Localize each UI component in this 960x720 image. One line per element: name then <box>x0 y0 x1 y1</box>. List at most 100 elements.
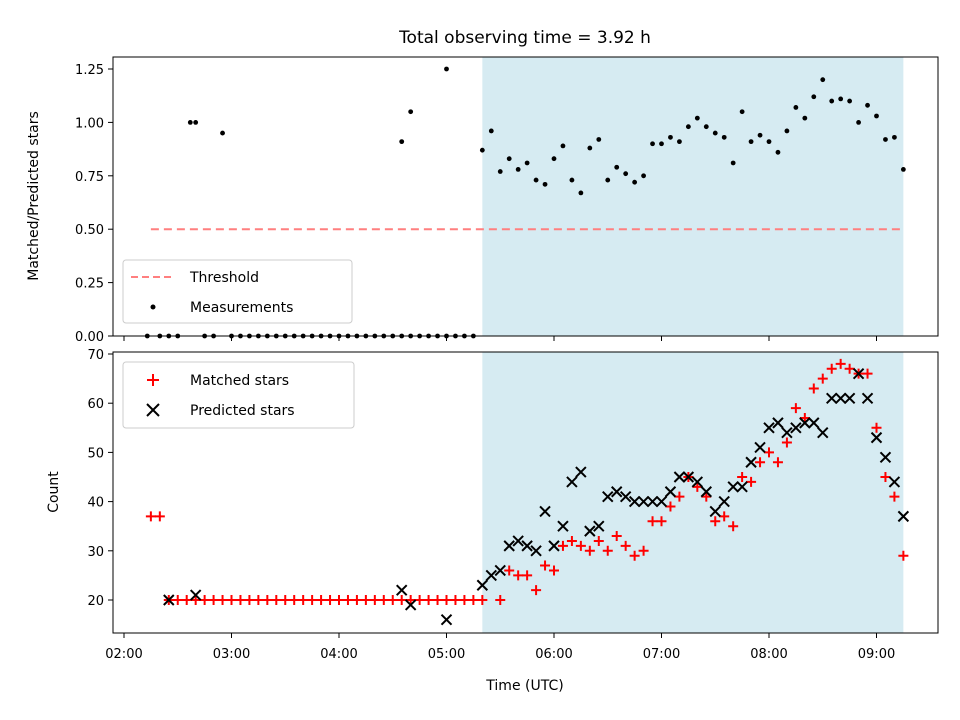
measurement-point <box>533 177 539 183</box>
matched-point <box>271 595 282 605</box>
predicted-point <box>790 422 802 434</box>
y-tick-label: 40 <box>87 496 104 511</box>
predicted-point <box>691 476 704 488</box>
y-tick-label: 0.00 <box>75 330 104 345</box>
predicted-point <box>655 495 668 508</box>
predicted-point <box>763 422 775 434</box>
predicted-point <box>852 367 865 380</box>
matched-point <box>280 595 291 605</box>
predicted-point <box>646 495 659 508</box>
measurement-point <box>187 120 193 125</box>
matched-point <box>531 585 542 596</box>
measurement-point <box>650 141 655 147</box>
matched-point <box>540 560 551 571</box>
measurement-point <box>497 169 503 174</box>
y-tick-label: 0.25 <box>75 277 104 292</box>
predicted-point <box>709 505 721 518</box>
matched-point <box>566 535 577 546</box>
matched-point <box>495 595 506 605</box>
matched-point <box>423 595 434 605</box>
measurement-point <box>748 139 754 145</box>
measurement-point <box>685 124 691 130</box>
predicted-point <box>754 441 766 454</box>
predicted-point <box>745 456 757 468</box>
predicted-point <box>772 417 784 429</box>
matched-point <box>764 447 774 458</box>
x-tick-label: 07:00 <box>643 647 680 662</box>
measurement-point <box>488 128 494 134</box>
x-tick-label: 03:00 <box>213 647 250 662</box>
matched-point <box>898 550 909 561</box>
matched-point <box>880 472 891 482</box>
measurement-point <box>632 179 638 185</box>
measurement-point <box>802 115 808 121</box>
y-tick-label: 0.50 <box>75 223 104 238</box>
predicted-point <box>834 392 847 404</box>
matched-point <box>262 595 273 605</box>
predicted-point <box>396 584 408 596</box>
measurement-point <box>829 98 835 104</box>
predicted-point <box>619 490 632 503</box>
measurement-point <box>614 164 620 170</box>
measurement-point <box>515 166 521 172</box>
matched-point <box>289 595 300 605</box>
measurement-point <box>784 128 790 134</box>
measurement-point <box>766 139 772 145</box>
matched-point <box>701 491 712 502</box>
predicted-point <box>817 427 829 439</box>
predicted-point <box>503 540 515 552</box>
predicted-point <box>718 495 730 508</box>
matched-point <box>334 595 344 605</box>
measurement-point <box>444 66 449 72</box>
matched-point <box>799 412 810 423</box>
matched-point <box>432 595 443 605</box>
matched-point <box>459 595 470 605</box>
matched-point <box>450 595 461 605</box>
matched-point <box>235 595 246 605</box>
predicted-point <box>781 427 793 439</box>
matched-point <box>611 531 622 542</box>
measurement-point <box>721 134 727 140</box>
measurement-point <box>900 166 906 172</box>
predicted-point <box>557 520 569 532</box>
matched-series <box>145 358 909 605</box>
predicted-point <box>404 599 417 611</box>
measurement-point <box>605 177 611 183</box>
measurement-point <box>694 115 700 121</box>
measurement-point <box>838 96 844 102</box>
matched-point <box>369 595 380 605</box>
measurement-point <box>399 139 405 145</box>
predicted-point <box>593 520 605 532</box>
matched-point <box>477 595 488 605</box>
matched-point <box>154 511 165 522</box>
measurement-point <box>659 141 664 147</box>
measurement-point <box>479 147 485 153</box>
measurements-series <box>144 66 906 339</box>
matched-point <box>889 491 900 502</box>
legend-predicted-label: Predicted stars <box>190 403 295 419</box>
measurement-point <box>865 102 870 108</box>
measurement-point <box>587 145 593 151</box>
x-axis-label: Time (UTC) <box>485 678 563 694</box>
measurement-point <box>668 134 673 140</box>
matched-point <box>244 595 255 605</box>
predicted-point <box>163 594 175 606</box>
y-tick-label: 50 <box>87 446 104 461</box>
top-x-ticks <box>123 336 877 341</box>
measurement-point <box>892 134 897 140</box>
predicted-point <box>682 471 695 483</box>
matched-point <box>674 491 685 502</box>
matched-point <box>199 595 210 605</box>
bottom-x-ticks: 02:00 03:00 04:00 05:00 06:00 07:00 08:00 09:00 <box>105 633 895 662</box>
predicted-point <box>861 392 874 404</box>
measurement-point <box>730 160 736 166</box>
x-tick-label: 09:00 <box>858 647 895 662</box>
matched-point <box>298 595 309 605</box>
matched-point <box>504 565 515 576</box>
matched-point <box>441 595 452 605</box>
matched-point <box>710 516 721 527</box>
top-y-ticks: 0.00 0.25 0.50 0.75 1.00 1.25 <box>75 63 113 345</box>
measurement-point <box>569 177 575 183</box>
measurement-point <box>793 105 799 110</box>
